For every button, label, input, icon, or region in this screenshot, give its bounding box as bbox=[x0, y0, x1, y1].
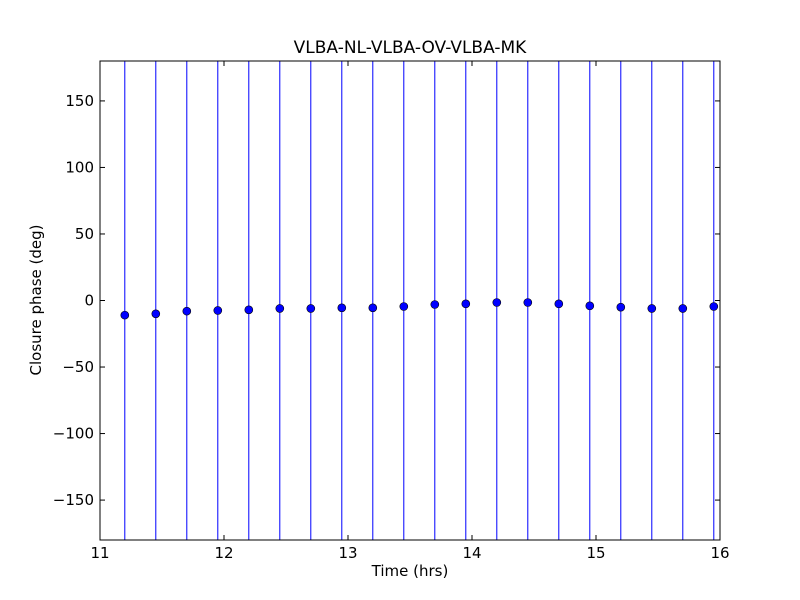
data-point-18 bbox=[678, 304, 688, 313]
data-point-13 bbox=[523, 298, 533, 307]
y-tick-label-3: 0 bbox=[84, 292, 94, 310]
tick-labels: 11 12 13 14 15 16 −150 −100 −50 0 50 100 150 bbox=[53, 92, 730, 562]
plot-area bbox=[100, 61, 720, 540]
x-tick-label-4: 15 bbox=[586, 544, 605, 562]
chart-title: VLBA-NL-VLBA-OV-VLBA-MK bbox=[294, 38, 527, 58]
x-tick-label-5: 16 bbox=[710, 544, 729, 562]
data-point-5 bbox=[275, 304, 285, 313]
x-tick-label-3: 14 bbox=[462, 544, 481, 562]
y-tick-label-4: 50 bbox=[75, 225, 94, 243]
y-tick-label-6: 150 bbox=[65, 92, 94, 110]
data-point-2 bbox=[182, 306, 192, 316]
axes-frame bbox=[99, 60, 721, 541]
y-tick-label-1: −100 bbox=[53, 425, 94, 443]
data-point-15 bbox=[585, 301, 595, 311]
data-points bbox=[120, 298, 719, 320]
data-point-19 bbox=[709, 302, 719, 311]
data-point-7 bbox=[337, 303, 347, 313]
data-point-17 bbox=[647, 304, 657, 313]
data-point-4 bbox=[244, 305, 254, 315]
data-point-14 bbox=[554, 299, 564, 309]
data-point-1 bbox=[151, 309, 161, 319]
x-tick-label-1: 12 bbox=[214, 544, 233, 562]
data-point-8 bbox=[368, 303, 378, 313]
x-axis-label: Time (hrs) bbox=[371, 562, 449, 580]
data-point-12 bbox=[492, 298, 502, 307]
x-tick-label-2: 13 bbox=[338, 544, 357, 562]
y-axis-label: Closure phase (deg) bbox=[27, 225, 45, 376]
y-tick-label-0: −150 bbox=[53, 491, 94, 509]
data-point-9 bbox=[399, 302, 409, 311]
data-point-11 bbox=[461, 299, 471, 309]
x-tick-label-0: 11 bbox=[90, 544, 109, 562]
data-point-16 bbox=[616, 302, 626, 312]
data-point-10 bbox=[430, 300, 440, 309]
y-tick-label-2: −50 bbox=[62, 358, 94, 376]
y-tick-label-5: 100 bbox=[65, 158, 94, 176]
data-point-3 bbox=[213, 306, 223, 315]
data-point-0 bbox=[120, 310, 130, 320]
data-point-6 bbox=[306, 304, 316, 313]
